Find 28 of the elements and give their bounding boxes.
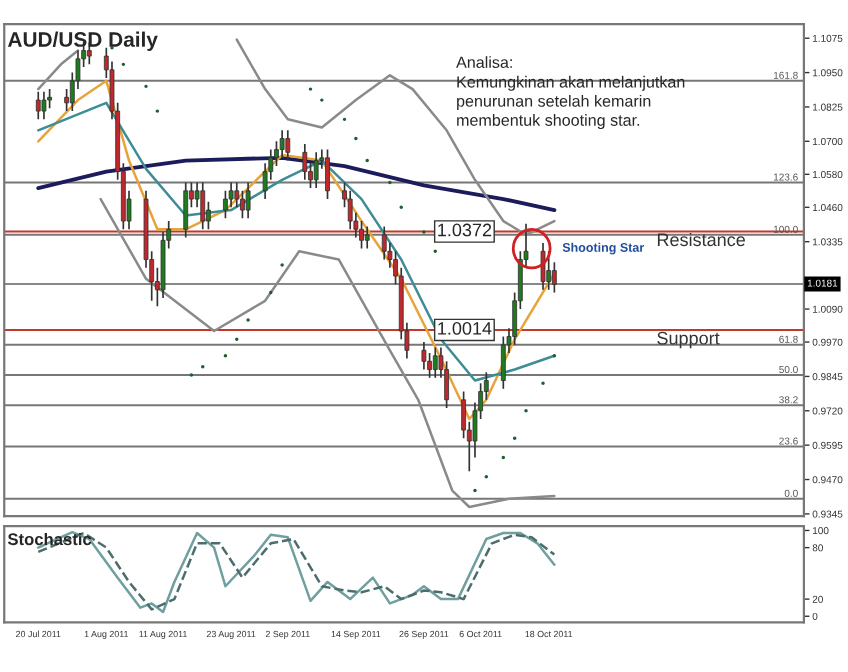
- candlestick: [279, 129, 285, 159]
- candlestick: [347, 189, 353, 231]
- candlestick: [64, 88, 70, 112]
- candlestick: [432, 346, 438, 379]
- annotation: Resistance: [657, 232, 745, 247]
- candlestick: [35, 90, 41, 121]
- candlestick: [302, 143, 308, 181]
- candlestick: [359, 220, 364, 250]
- candlestick: [183, 181, 189, 239]
- candlestick: [364, 225, 370, 250]
- candlestick: [245, 181, 251, 220]
- chart-title: AUD/USD Daily: [7, 31, 158, 51]
- candlestick: [421, 341, 427, 371]
- candlestick: [41, 90, 47, 121]
- line-series: [36, 155, 557, 213]
- candlestick: [551, 261, 557, 294]
- candlestick: [381, 225, 387, 261]
- candlestick: [240, 189, 245, 220]
- candlestick: [500, 335, 506, 390]
- candlestick: [200, 181, 206, 231]
- candlestick: [285, 129, 291, 162]
- annotation: Analisa:: [456, 56, 512, 68]
- ref-line-label: 1.0014: [438, 322, 492, 335]
- candlestick: [223, 189, 228, 220]
- candlestick: [325, 148, 330, 200]
- ref-line-label: 1.0372: [438, 223, 492, 237]
- candlestick: [540, 242, 546, 291]
- candlestick: [313, 151, 319, 189]
